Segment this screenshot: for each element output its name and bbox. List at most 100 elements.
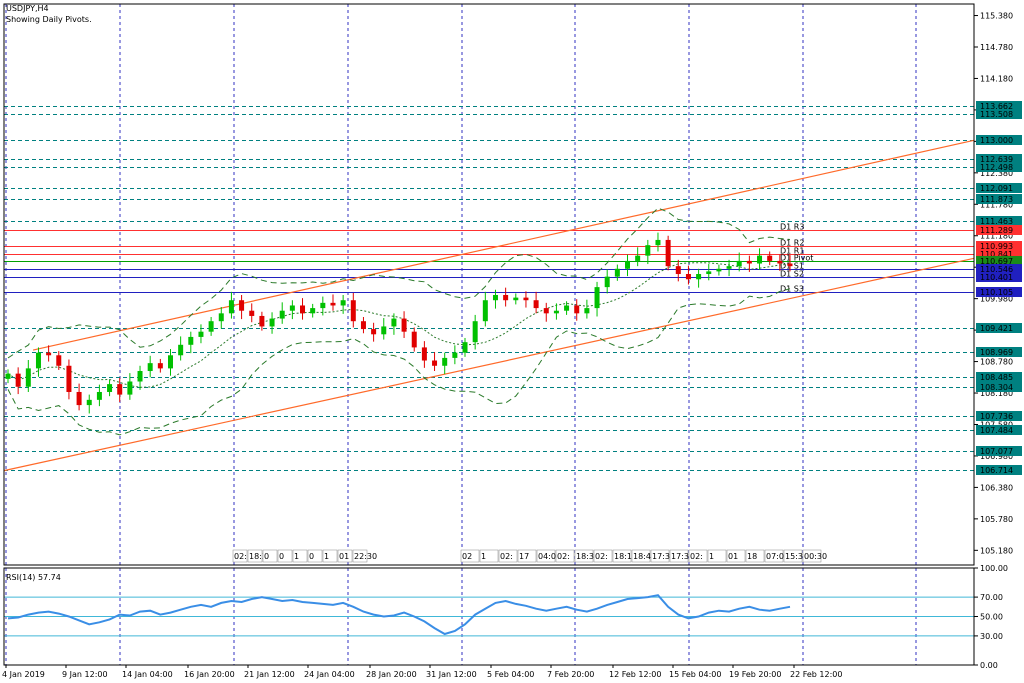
level-value-2: 113.000: [980, 136, 1013, 145]
level-value-5: 112.091: [980, 184, 1013, 193]
candle-body-26: [269, 318, 275, 327]
candle-body-52: [533, 300, 539, 309]
level-box-11: [976, 256, 1022, 266]
level-box-7: [976, 216, 1022, 226]
candle-body-39: [401, 318, 407, 332]
candle-body-31: [320, 302, 326, 309]
time-marker-b-17: 15:30: [785, 552, 808, 561]
time-marker-b-18: 00:30: [804, 552, 827, 561]
candle-body-25: [259, 315, 265, 327]
band-upper: [7, 207, 791, 359]
candle-body-50: [513, 297, 519, 301]
candle-body-0: [5, 373, 11, 379]
candle-body-6: [66, 365, 72, 392]
level-box-10: [976, 249, 1022, 259]
candle-body-46: [472, 321, 478, 343]
candle-body-3: [35, 352, 41, 369]
price-tick-label-7: 111.180: [980, 232, 1013, 241]
time-marker-b-5: 02:: [557, 552, 570, 561]
time-tick-label-7: 31 Jan 12:00: [426, 670, 477, 679]
time-marker-a-0: 02:: [234, 552, 247, 561]
candle-body-32: [330, 302, 336, 306]
pivot-label-3: D1 Pivot: [780, 254, 813, 263]
candle-body-45: [462, 342, 468, 353]
time-marker-b-box-2: [498, 549, 518, 563]
time-tick-label-3: 16 Jan 20:00: [184, 670, 235, 679]
candle-body-55: [564, 305, 570, 311]
candle-body-49: [503, 294, 509, 301]
level-value-15: 109.421: [980, 324, 1013, 333]
candle-body-24: [249, 310, 255, 316]
candle-body-63: [645, 245, 651, 256]
candle-body-51: [523, 297, 529, 301]
time-marker-a-6: 1: [324, 552, 329, 561]
level-box-22: [976, 465, 1022, 475]
time-marker-a-8: 22:30: [354, 552, 377, 561]
candle-body-47: [482, 300, 488, 322]
level-box-12: [976, 264, 1022, 274]
time-marker-b-box-18: [802, 549, 822, 563]
rsi-tick-label-2: 50.00: [980, 613, 1003, 622]
time-tick-label-13: 22 Feb 12:00: [790, 670, 842, 679]
level-value-13: 110.401: [980, 273, 1013, 282]
candle-body-40: [411, 331, 417, 348]
candle-body-20: [208, 321, 214, 332]
rsi-line: [7, 594, 791, 636]
candle-body-41: [421, 347, 427, 361]
rsi-tick-label-0: 100.00: [980, 564, 1008, 573]
level-value-14: 110.105: [980, 288, 1013, 297]
channel-lower: [3, 257, 975, 472]
time-marker-b-8: 18:15: [614, 552, 637, 561]
time-marker-a-3: 0: [279, 552, 284, 561]
rsi-panel: [4, 594, 974, 637]
level-box-0: [976, 101, 1022, 111]
level-value-10: 110.841: [980, 250, 1013, 259]
candle-body-60: [614, 268, 620, 277]
time-marker-a-box-8: [352, 549, 368, 563]
candle-body-35: [360, 321, 366, 330]
level-value-21: 107.077: [980, 447, 1013, 456]
candle-body-14: [147, 363, 153, 372]
time-marker-b-box-8: [612, 549, 632, 563]
time-marker-b-box-1: [479, 549, 499, 563]
level-box-13: [976, 272, 1022, 282]
price-tick-label-16: 105.780: [980, 515, 1013, 524]
price-tick-label-1: 114.780: [980, 43, 1013, 52]
candle-body-59: [604, 276, 610, 288]
band-middle: [7, 262, 791, 388]
candle-body-44: [452, 352, 458, 358]
candle-body-74: [757, 255, 763, 264]
candle-body-33: [340, 300, 346, 306]
candle-body-22: [228, 300, 234, 314]
time-marker-a-box-6: [322, 549, 338, 563]
time-marker-b-box-12: [688, 549, 708, 563]
time-tick-label-11: 15 Feb 04:00: [669, 670, 721, 679]
candle-body-43: [442, 357, 448, 366]
level-value-11: 110.697: [980, 257, 1013, 266]
pivot-label-2: D1 R1: [780, 247, 804, 256]
level-value-8: 111.289: [980, 226, 1013, 235]
rsi-tick-label-3: 30.00: [980, 632, 1003, 641]
level-value-12: 110.546: [980, 265, 1013, 274]
time-marker-b-box-3: [517, 549, 537, 563]
rsi-tick-label-1: 70.00: [980, 593, 1003, 602]
level-value-19: 107.736: [980, 412, 1013, 421]
time-marker-b-0: 02: [462, 552, 472, 561]
time-tick-label-1: 9 Jan 12:00: [62, 670, 108, 679]
chart-subtitle: Showing Daily Pivots.: [6, 15, 92, 24]
candle-body-4: [46, 352, 52, 356]
candle-body-27: [279, 310, 285, 319]
candle-body-36: [371, 329, 377, 335]
level-value-17: 108.485: [980, 373, 1013, 382]
candle-body-56: [574, 305, 580, 314]
candle-body-10: [107, 384, 113, 392]
time-marker-b-2: 02:: [500, 552, 513, 561]
time-marker-b-box-17: [783, 549, 803, 563]
band-lower: [7, 288, 791, 436]
level-box-19: [976, 411, 1022, 421]
time-marker-b-16: 07:00: [766, 552, 789, 561]
level-value-16: 108.969: [980, 348, 1013, 357]
